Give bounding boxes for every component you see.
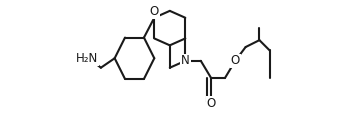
- Text: O: O: [231, 54, 240, 67]
- Text: H₂N: H₂N: [75, 52, 98, 65]
- Text: O: O: [207, 96, 216, 110]
- Text: O: O: [150, 5, 159, 18]
- Text: N: N: [181, 54, 190, 67]
